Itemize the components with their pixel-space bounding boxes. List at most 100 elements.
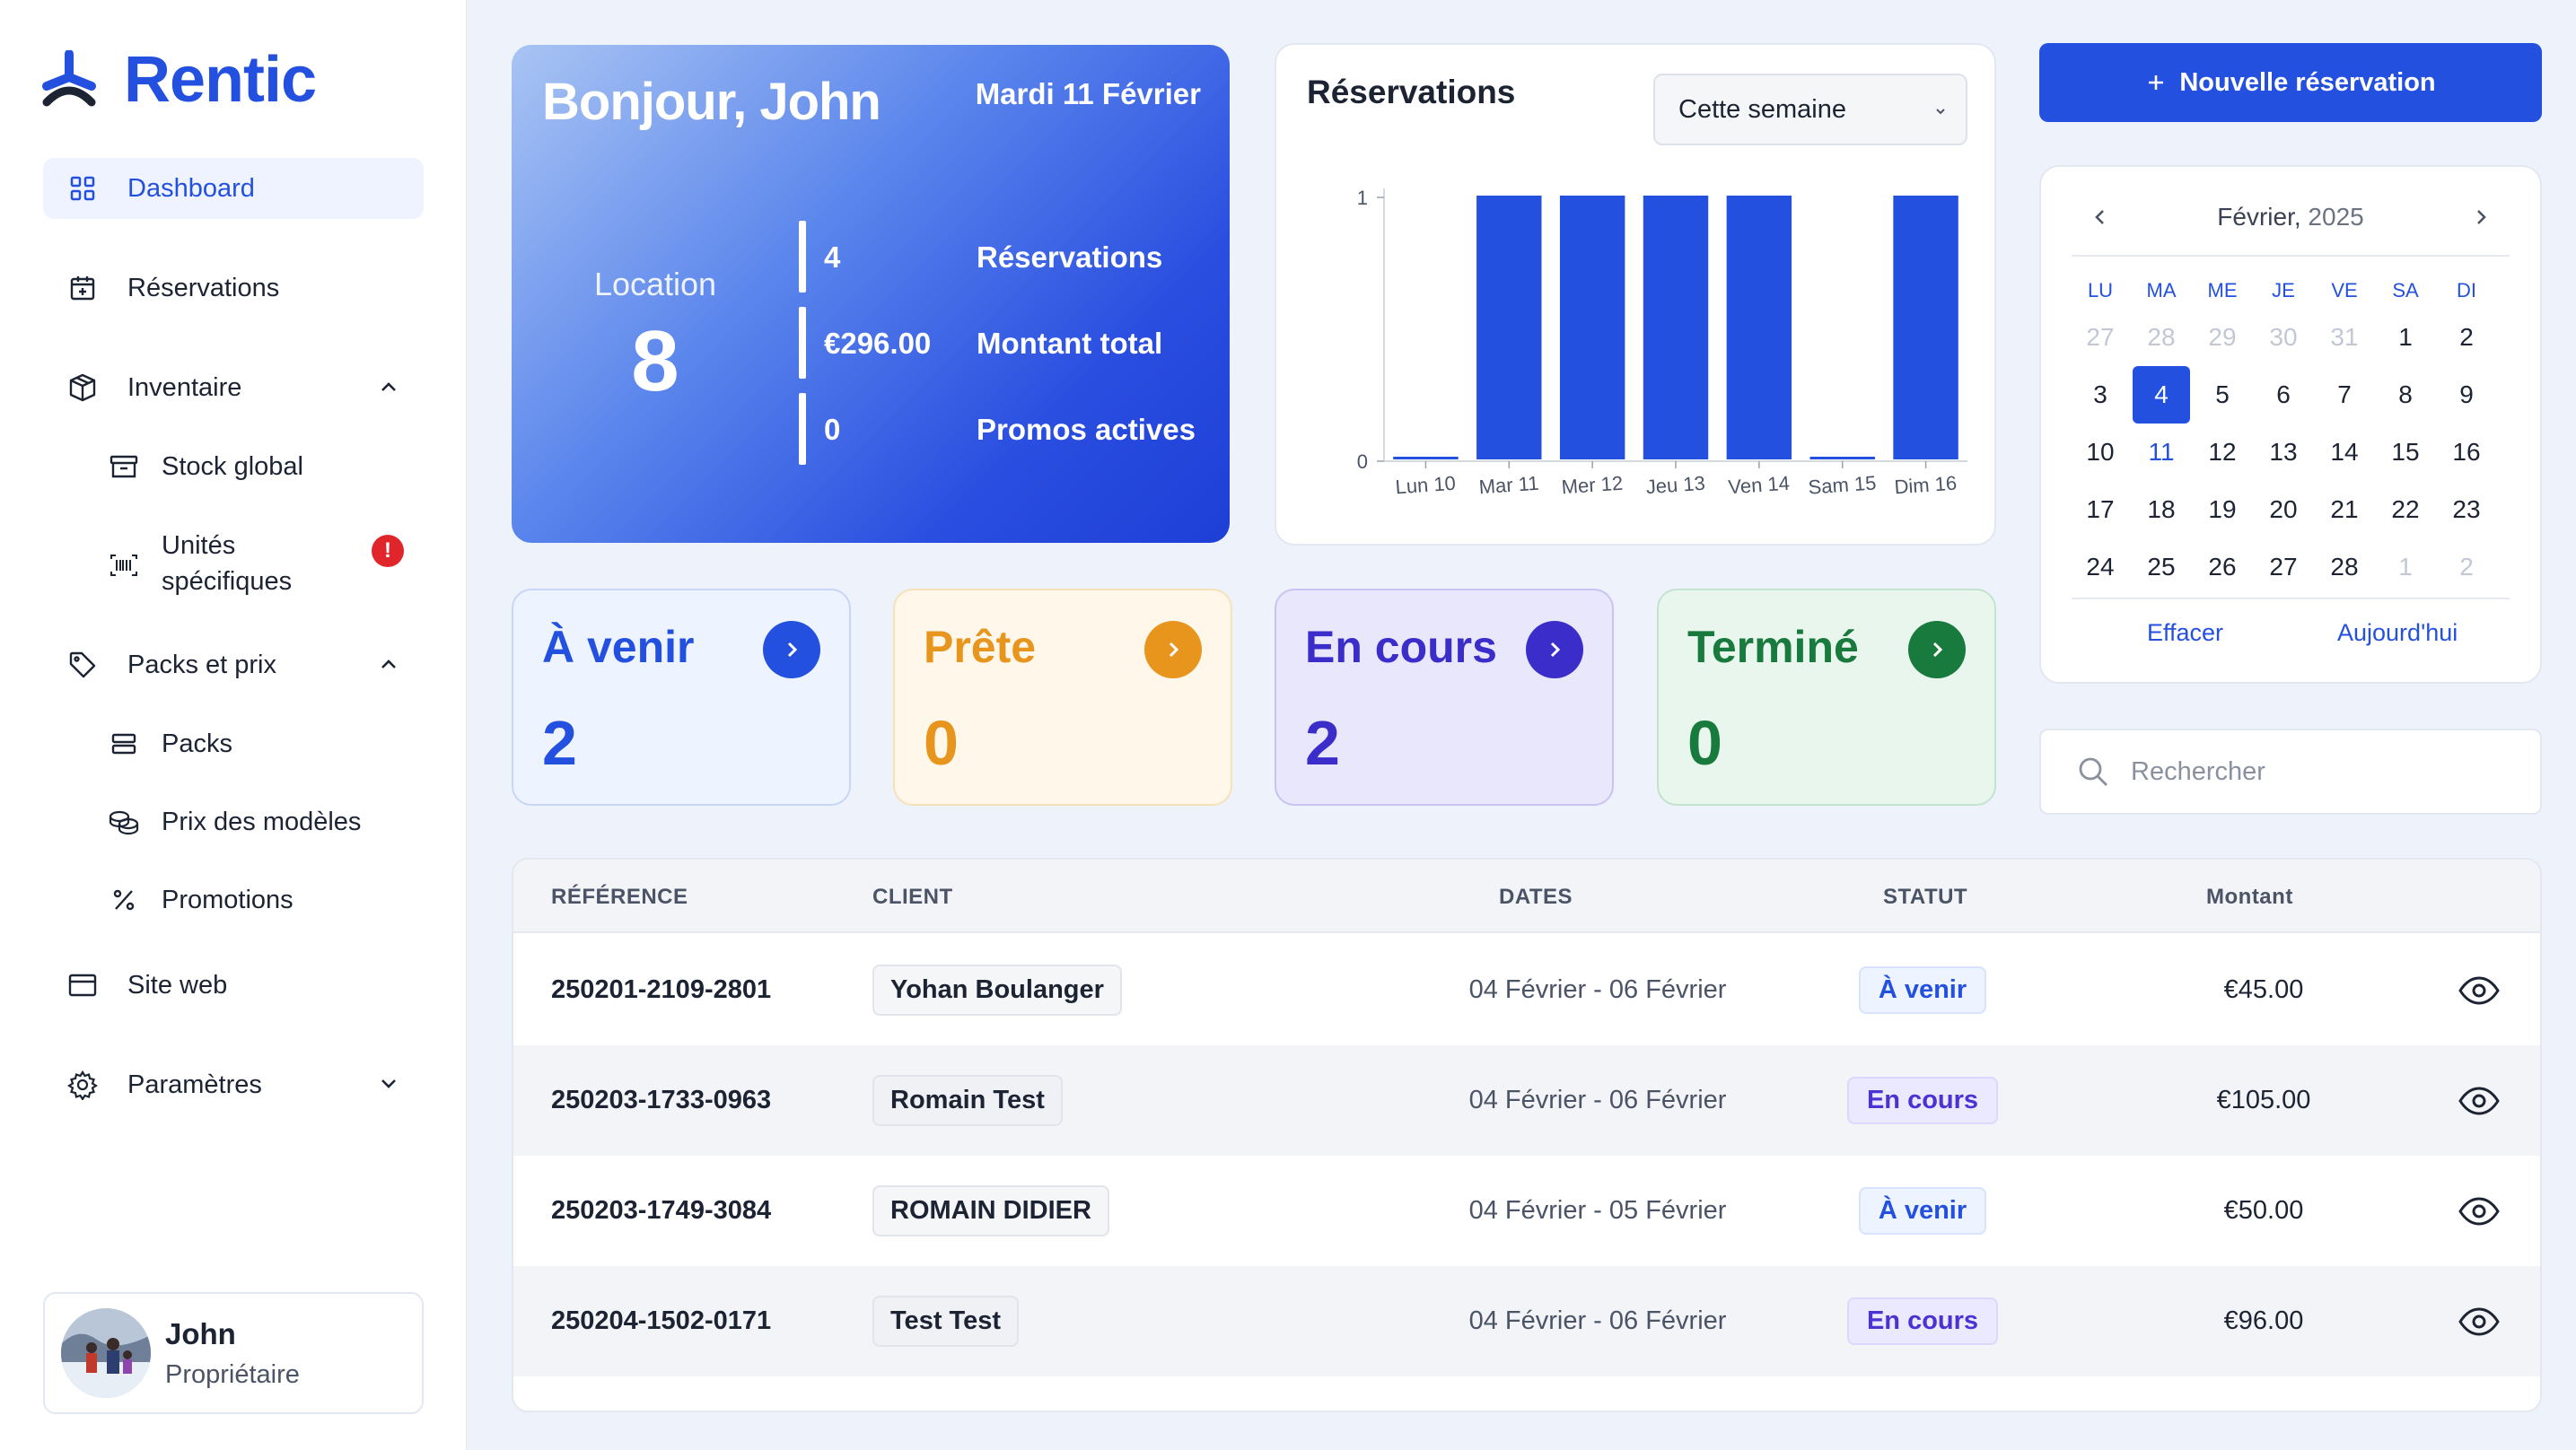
reference-cell: 250203-1733-0963 — [551, 1086, 772, 1114]
calendar-day[interactable]: 18 — [2131, 481, 2192, 538]
sidebar-item-inventaire[interactable]: Inventaire — [43, 357, 424, 418]
calendar-day[interactable]: 15 — [2375, 424, 2436, 481]
view-button[interactable] — [2458, 1156, 2501, 1266]
calendar-day[interactable]: 2 — [2436, 538, 2497, 596]
calendar-day[interactable]: 9 — [2436, 366, 2497, 424]
period-select[interactable]: Cette semaine — [1653, 74, 1967, 145]
calendar-day-number: 29 — [2208, 323, 2237, 351]
sidebar-item-packs-et-prix[interactable]: Packs et prix — [43, 634, 424, 695]
calendar-day[interactable]: 22 — [2375, 481, 2436, 538]
client-cell: Romain Test — [872, 1045, 1063, 1156]
calendar-day[interactable]: 2 — [2436, 309, 2497, 366]
calendar-day[interactable]: 19 — [2192, 481, 2253, 538]
table-row[interactable]: 250203-1733-0963 Romain Test 04 Février - … — [513, 1045, 2540, 1156]
table-row[interactable]: 250204-1502-0171 Test Test 04 Février - 06… — [513, 1266, 2540, 1376]
archive-icon — [106, 449, 142, 485]
status-card[interactable]: Prête 0 — [893, 589, 1232, 806]
calendar-day[interactable]: 5 — [2192, 366, 2253, 424]
view-button[interactable] — [2458, 1266, 2501, 1376]
arrow-right-icon[interactable] — [1526, 621, 1583, 678]
calendar-day[interactable]: 16 — [2436, 424, 2497, 481]
sidebar-item-parametres[interactable]: Paramètres — [43, 1054, 424, 1115]
location-label: Location — [593, 266, 717, 302]
calendar: Février, 2025 LU MA ME JE VE SA DI 27 28 29 30 31 1 2… — [2039, 165, 2542, 684]
calendar-day[interactable]: 3 — [2070, 366, 2131, 424]
stat-label: Montant total — [977, 327, 1163, 360]
sidebar-item-promotions[interactable]: Promotions — [86, 882, 424, 918]
calendar-day-number: 11 — [2148, 438, 2175, 466]
search-input[interactable] — [2131, 756, 2526, 787]
calendar-day[interactable]: 10 — [2070, 424, 2131, 481]
sidebar-item-prix-des-modeles[interactable]: Prix des modèles — [86, 804, 424, 840]
calendar-day[interactable]: 14 — [2314, 424, 2375, 481]
search-box[interactable] — [2039, 729, 2542, 815]
calendar-day[interactable]: 26 — [2192, 538, 2253, 596]
calendar-day[interactable]: 6 — [2253, 366, 2314, 424]
arrow-right-icon[interactable] — [1908, 621, 1966, 678]
calendar-day[interactable]: 21 — [2314, 481, 2375, 538]
calendar-day[interactable]: 1 — [2375, 538, 2436, 596]
calendar-month: Février, 2025 — [2041, 203, 2540, 231]
table-row[interactable]: 250203-1749-3084 ROMAIN DIDIER 04 Février … — [513, 1156, 2540, 1266]
sidebar-item-site-web[interactable]: Site web — [43, 955, 424, 1016]
status-card[interactable]: Terminé 0 — [1657, 589, 1996, 806]
calendar-day[interactable]: 24 — [2070, 538, 2131, 596]
sidebar-item-reservations[interactable]: Réservations — [43, 258, 424, 319]
calendar-day-number: 15 — [2391, 438, 2420, 466]
calendar-day[interactable]: 11 — [2131, 424, 2192, 481]
calendar-day[interactable]: 31 — [2314, 309, 2375, 366]
sidebar-item-dashboard[interactable]: Dashboard — [43, 158, 424, 219]
arrow-right-icon[interactable] — [1144, 621, 1202, 678]
table-row[interactable]: 250201-2109-2801 Yohan Boulanger 04 Févrie… — [513, 935, 2540, 1045]
calendar-day[interactable]: 4 — [2131, 366, 2192, 424]
calendar-clear-button[interactable]: Effacer — [2147, 619, 2224, 646]
user-card[interactable]: John Propriétaire — [43, 1292, 424, 1414]
calendar-day[interactable]: 30 — [2253, 309, 2314, 366]
calendar-day[interactable]: 28 — [2131, 309, 2192, 366]
calendar-day[interactable]: 8 — [2375, 366, 2436, 424]
status-card[interactable]: À venir 2 — [512, 589, 851, 806]
arrow-right-icon[interactable] — [763, 621, 820, 678]
calendar-day[interactable]: 27 — [2253, 538, 2314, 596]
x-tick-label: Mar 11 — [1478, 472, 1539, 499]
sidebar-item-label: Réservations — [127, 273, 280, 302]
calendar-day[interactable]: 7 — [2314, 366, 2375, 424]
status-card-count: 2 — [542, 708, 577, 778]
calendar-day[interactable]: 23 — [2436, 481, 2497, 538]
x-tick-label: Ven 14 — [1728, 472, 1791, 499]
hero-stat-promos: 0 Promos actives — [799, 393, 1212, 465]
sidebar-item-stock-global[interactable]: Stock global — [86, 449, 424, 485]
status-card[interactable]: En cours 2 — [1275, 589, 1614, 806]
sidebar-item-packs[interactable]: Packs — [86, 726, 424, 762]
calendar-day-number: 30 — [2269, 323, 2298, 351]
status-badge: À venir — [1858, 966, 1987, 1014]
new-reservation-button[interactable]: Nouvelle réservation — [2039, 43, 2542, 122]
status-badge: En cours — [1846, 1077, 1999, 1124]
calendar-day[interactable]: 17 — [2070, 481, 2131, 538]
calendar-day[interactable]: 25 — [2131, 538, 2192, 596]
user-role: Propriétaire — [165, 1360, 300, 1389]
calendar-day[interactable]: 20 — [2253, 481, 2314, 538]
calendar-day[interactable]: 29 — [2192, 309, 2253, 366]
calendar-day-number: 12 — [2208, 438, 2237, 466]
chevron-right-icon[interactable] — [2470, 206, 2492, 228]
chevron-left-icon[interactable] — [2090, 206, 2111, 228]
percent-icon — [106, 882, 142, 918]
hero-stat-reservations: 4 Réservations — [799, 221, 1212, 293]
calendar-day[interactable]: 27 — [2070, 309, 2131, 366]
chevron-up-icon[interactable] — [377, 375, 400, 398]
chevron-up-icon[interactable] — [377, 652, 400, 676]
amount-cell: €105.00 — [2216, 1086, 2311, 1114]
calendar-day[interactable]: 13 — [2253, 424, 2314, 481]
calendar-today-button[interactable]: Aujourd'hui — [2337, 619, 2458, 646]
dates-cell: 04 Février - 06 Février — [1468, 1086, 1727, 1114]
calendar-day[interactable]: 1 — [2375, 309, 2436, 366]
sidebar-item-unites-specifiques[interactable]: Unités spécifiques ! — [86, 528, 424, 599]
calendar-day-number: 31 — [2330, 323, 2359, 351]
chevron-down-icon[interactable] — [377, 1072, 400, 1096]
view-button[interactable] — [2458, 935, 2501, 1045]
calendar-day[interactable]: 28 — [2314, 538, 2375, 596]
calendar-day[interactable]: 12 — [2192, 424, 2253, 481]
view-button[interactable] — [2458, 1045, 2501, 1156]
logo[interactable]: Rentic — [39, 43, 317, 117]
